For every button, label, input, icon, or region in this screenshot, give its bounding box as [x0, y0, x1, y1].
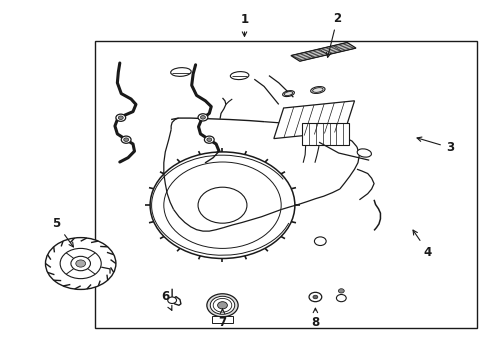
Circle shape [206, 138, 211, 141]
Text: 1: 1 [240, 13, 248, 36]
Ellipse shape [230, 72, 248, 80]
Text: 5: 5 [52, 217, 73, 247]
Circle shape [60, 248, 101, 279]
Circle shape [123, 138, 128, 141]
Bar [95, 41, 476, 328]
Circle shape [314, 237, 325, 246]
Circle shape [121, 136, 131, 143]
Circle shape [118, 116, 123, 120]
Text: 4: 4 [412, 230, 431, 258]
Polygon shape [273, 101, 354, 139]
Circle shape [210, 296, 234, 314]
Ellipse shape [282, 91, 294, 96]
Text: 3: 3 [416, 137, 453, 154]
Text: 7: 7 [218, 309, 226, 329]
Ellipse shape [170, 68, 191, 76]
Ellipse shape [284, 91, 292, 96]
Circle shape [338, 289, 344, 293]
Circle shape [200, 116, 205, 119]
Circle shape [150, 152, 294, 258]
Bar [302, 123, 348, 145]
Circle shape [45, 238, 116, 289]
Circle shape [116, 114, 125, 121]
Circle shape [198, 114, 207, 121]
Circle shape [204, 136, 214, 143]
Circle shape [71, 256, 90, 271]
Ellipse shape [312, 88, 323, 92]
Bar [211, 316, 233, 323]
Circle shape [312, 295, 317, 299]
Circle shape [198, 187, 246, 223]
Ellipse shape [310, 86, 325, 94]
Text: 6: 6 [161, 291, 171, 310]
Text: 8: 8 [311, 308, 319, 329]
Circle shape [217, 302, 227, 309]
Circle shape [167, 297, 176, 303]
Text: 2: 2 [326, 12, 341, 57]
Circle shape [206, 294, 238, 317]
Circle shape [76, 260, 85, 267]
Ellipse shape [356, 149, 371, 157]
Polygon shape [290, 42, 355, 61]
